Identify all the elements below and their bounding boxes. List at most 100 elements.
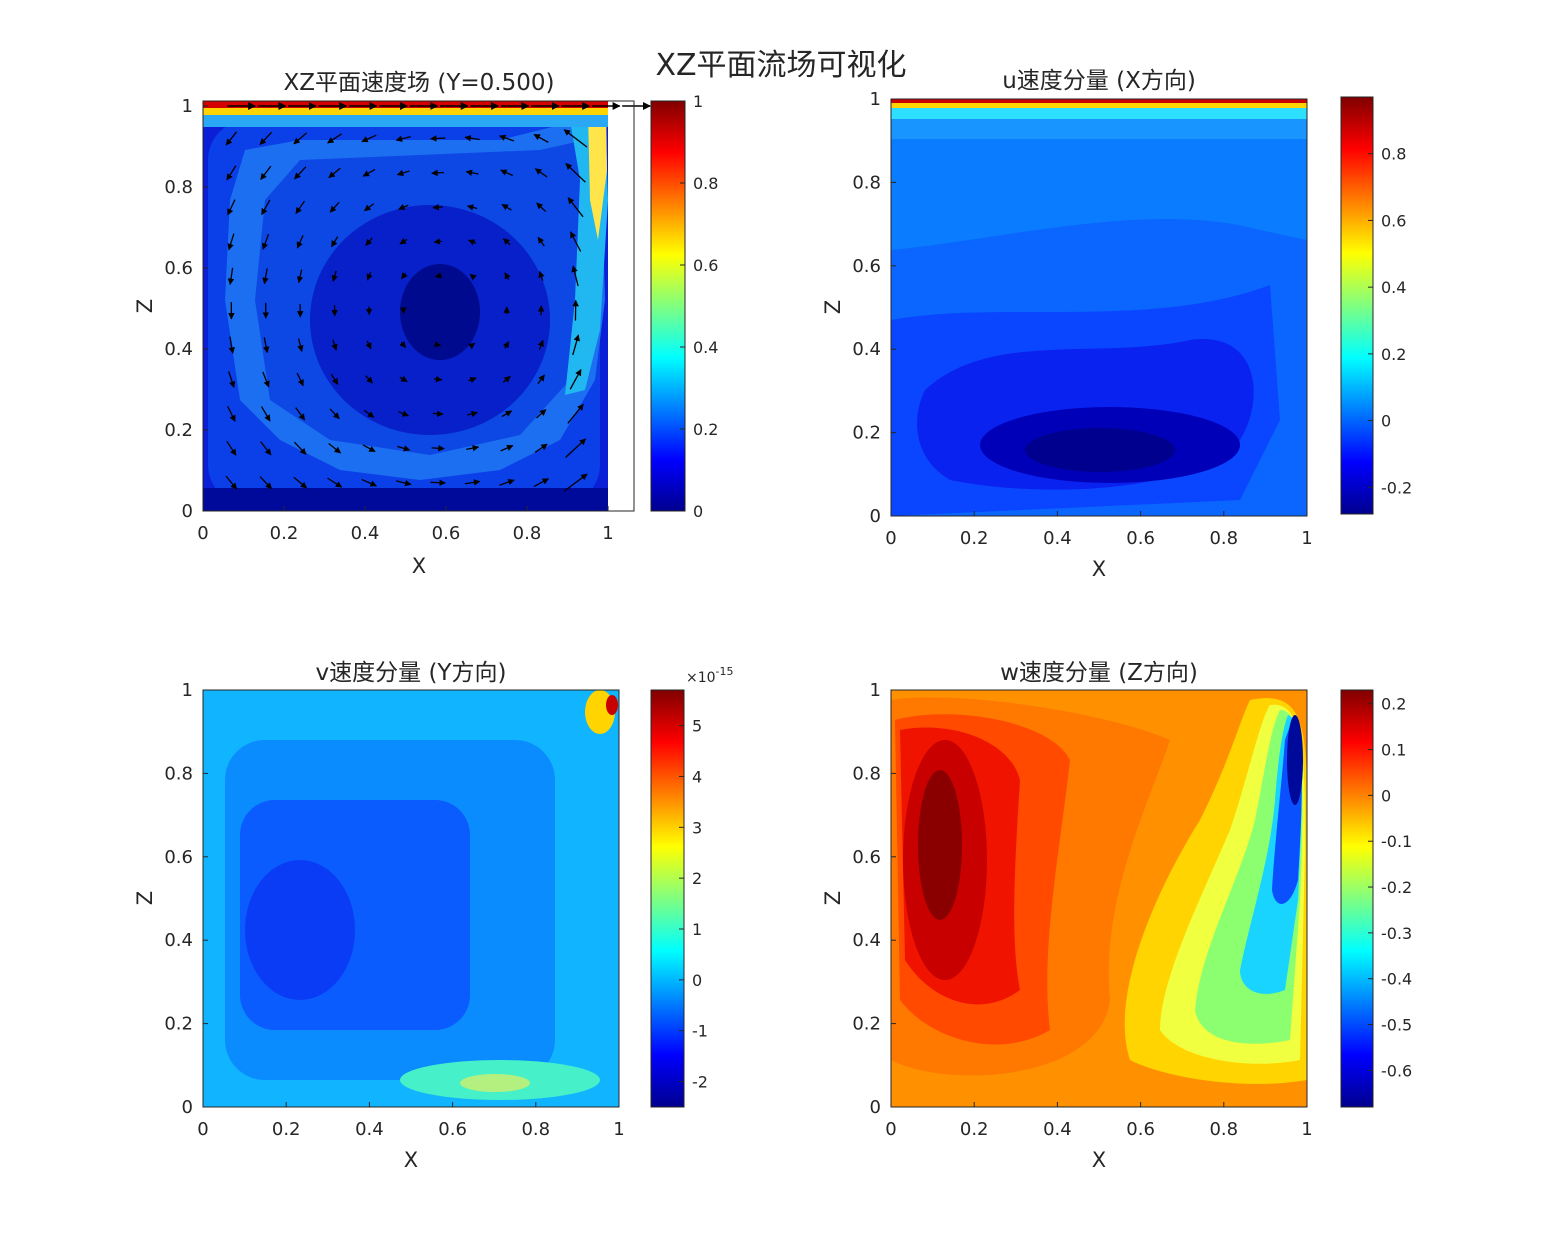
colorbar-tick-label: -1 — [692, 1022, 708, 1041]
quiver-arrow — [571, 265, 579, 287]
subplot-w: w速度分量 (Z方向) 0 0.2 0.4 0.6 0.8 1 0 0.2 0.4 0.6 0.8 1… — [821, 660, 1412, 1172]
quiver-arrow — [501, 410, 513, 418]
quiver-arrow — [563, 473, 588, 492]
colorbar-tick-label: -0.5 — [1381, 1016, 1412, 1035]
subplot-u-ylabel: Z — [821, 300, 845, 314]
quiver-arrow — [464, 479, 481, 486]
v-contour-field — [203, 690, 619, 1107]
x-tick-label: 0.2 — [272, 1119, 301, 1140]
y-tick-label: 0.6 — [164, 258, 193, 279]
quiver-arrow — [297, 338, 304, 352]
y-tick-label: 0.4 — [164, 930, 193, 951]
colorbar-tick-label: -0.6 — [1381, 1061, 1412, 1080]
quiver-arrow — [363, 409, 375, 418]
x-tick-label: 1 — [1301, 528, 1312, 549]
quiver-arrow — [465, 444, 480, 452]
subplot-v: v速度分量 (Y方向) 0 0.2 0.4 0.6 0.8 1 0 0.2 0.4 0.6 0.8 1… — [133, 660, 734, 1172]
quiver-arrow — [395, 479, 412, 487]
quiver-arrow — [397, 445, 411, 452]
quiver-arrow — [504, 272, 511, 280]
subplot-u-axes-box — [890, 98, 1308, 517]
y-tick-label: 0 — [870, 1097, 881, 1118]
subplot-u-colorbar — [1340, 96, 1374, 515]
quiver-arrow — [328, 442, 342, 454]
quiver-arrow — [228, 371, 236, 388]
quiver-arrow — [567, 403, 584, 424]
colorbar-tick-label: 4 — [692, 767, 702, 786]
quiver-arrows — [225, 102, 651, 492]
quiver-arrow — [400, 272, 408, 280]
w-neg-core — [1287, 715, 1303, 805]
quiver-arrow — [534, 168, 548, 178]
colorbar-tick-label: -2 — [692, 1073, 708, 1092]
subplot-v-ylabel: Z — [133, 891, 157, 905]
quiver-arrow — [468, 376, 477, 384]
x-tick-label: 1 — [602, 523, 613, 544]
y-tick-label: 0 — [182, 1097, 193, 1118]
quiver-arrow — [533, 478, 549, 488]
x-tick-label: 0.4 — [351, 523, 380, 544]
quiver-arrow — [363, 203, 375, 212]
quiver-arrow — [533, 133, 549, 143]
y-tick-label: 1 — [870, 680, 881, 701]
quiver-arrow — [227, 199, 236, 216]
quiver-arrow — [327, 477, 343, 488]
quiver-arrow — [536, 409, 547, 419]
x-tick-label: 0 — [197, 1119, 208, 1140]
quiver-arrow — [365, 237, 373, 246]
y-tick-label: 0.2 — [164, 420, 193, 441]
quiver-arrow — [361, 134, 377, 143]
x-tick-label: 0.8 — [513, 523, 542, 544]
quiver-arrow — [361, 478, 377, 487]
x-tick-label: 0.2 — [270, 523, 299, 544]
quiver-arrow — [227, 405, 236, 422]
quiver-arrow — [433, 238, 442, 245]
quiver-arrow — [538, 270, 545, 281]
quiver-arrow — [431, 169, 445, 177]
x-tick-label: 0.8 — [521, 1119, 550, 1140]
quiver-arrow — [331, 236, 339, 248]
subplot-speed-axes-box — [202, 100, 635, 512]
colorbar-tick-label: 0 — [1381, 786, 1391, 805]
colorbar-tick-label: 1 — [693, 92, 703, 111]
x-tick-label: 1 — [1301, 1119, 1312, 1140]
subplot-v-colorbar-exponent: ×10-15 — [686, 665, 734, 686]
quiver-arrow — [567, 197, 584, 218]
quiver-arrow — [366, 271, 373, 281]
quiver-arrow — [226, 165, 237, 181]
y-tick-label: 0.4 — [852, 339, 881, 360]
v-low-core — [245, 860, 355, 1000]
x-tick-label: 0 — [885, 528, 896, 549]
quiver-arrow — [432, 410, 444, 417]
quiver-arrow — [502, 341, 510, 349]
subplot-w-colorbar — [1340, 689, 1374, 1108]
y-tick-label: 0 — [182, 501, 193, 522]
quiver-arrow — [467, 410, 478, 418]
quiver-arrow — [260, 406, 271, 422]
subplot-speed-title: XZ平面速度场 (Y=0.500) — [284, 70, 555, 96]
quiver-arrow — [536, 202, 547, 212]
quiver-arrow — [362, 168, 376, 177]
subplot-v-axes-box — [202, 689, 620, 1108]
colorbar-tick-label: 0.2 — [1381, 345, 1406, 364]
quiver-arrow — [468, 342, 476, 350]
u-lid-band-4 — [891, 99, 1307, 103]
y-tick-label: 0.2 — [164, 1014, 193, 1035]
quiver-arrow — [259, 131, 273, 145]
y-tick-label: 0.8 — [164, 177, 193, 198]
colorbar-tick-label: -0.2 — [1381, 478, 1412, 497]
quiver-arrow — [259, 476, 273, 490]
quiver-arrow — [563, 129, 588, 148]
subplot-speed-xlabel: X — [412, 554, 426, 578]
subplot-w-title: w速度分量 (Z方向) — [1000, 660, 1198, 686]
quiver-arrow — [498, 134, 515, 142]
x-tick-label: 0.2 — [960, 528, 989, 549]
subplot-v-colorbar — [650, 689, 685, 1108]
u-lid-band-3 — [891, 99, 1307, 108]
quiver-arrow — [365, 340, 372, 350]
quiver-arrow — [260, 165, 272, 181]
quiver-arrow — [537, 374, 545, 385]
y-tick-label: 0.6 — [852, 256, 881, 277]
quiver-arrow — [293, 476, 308, 489]
colorbar-tick-label: -0.1 — [1381, 832, 1412, 851]
